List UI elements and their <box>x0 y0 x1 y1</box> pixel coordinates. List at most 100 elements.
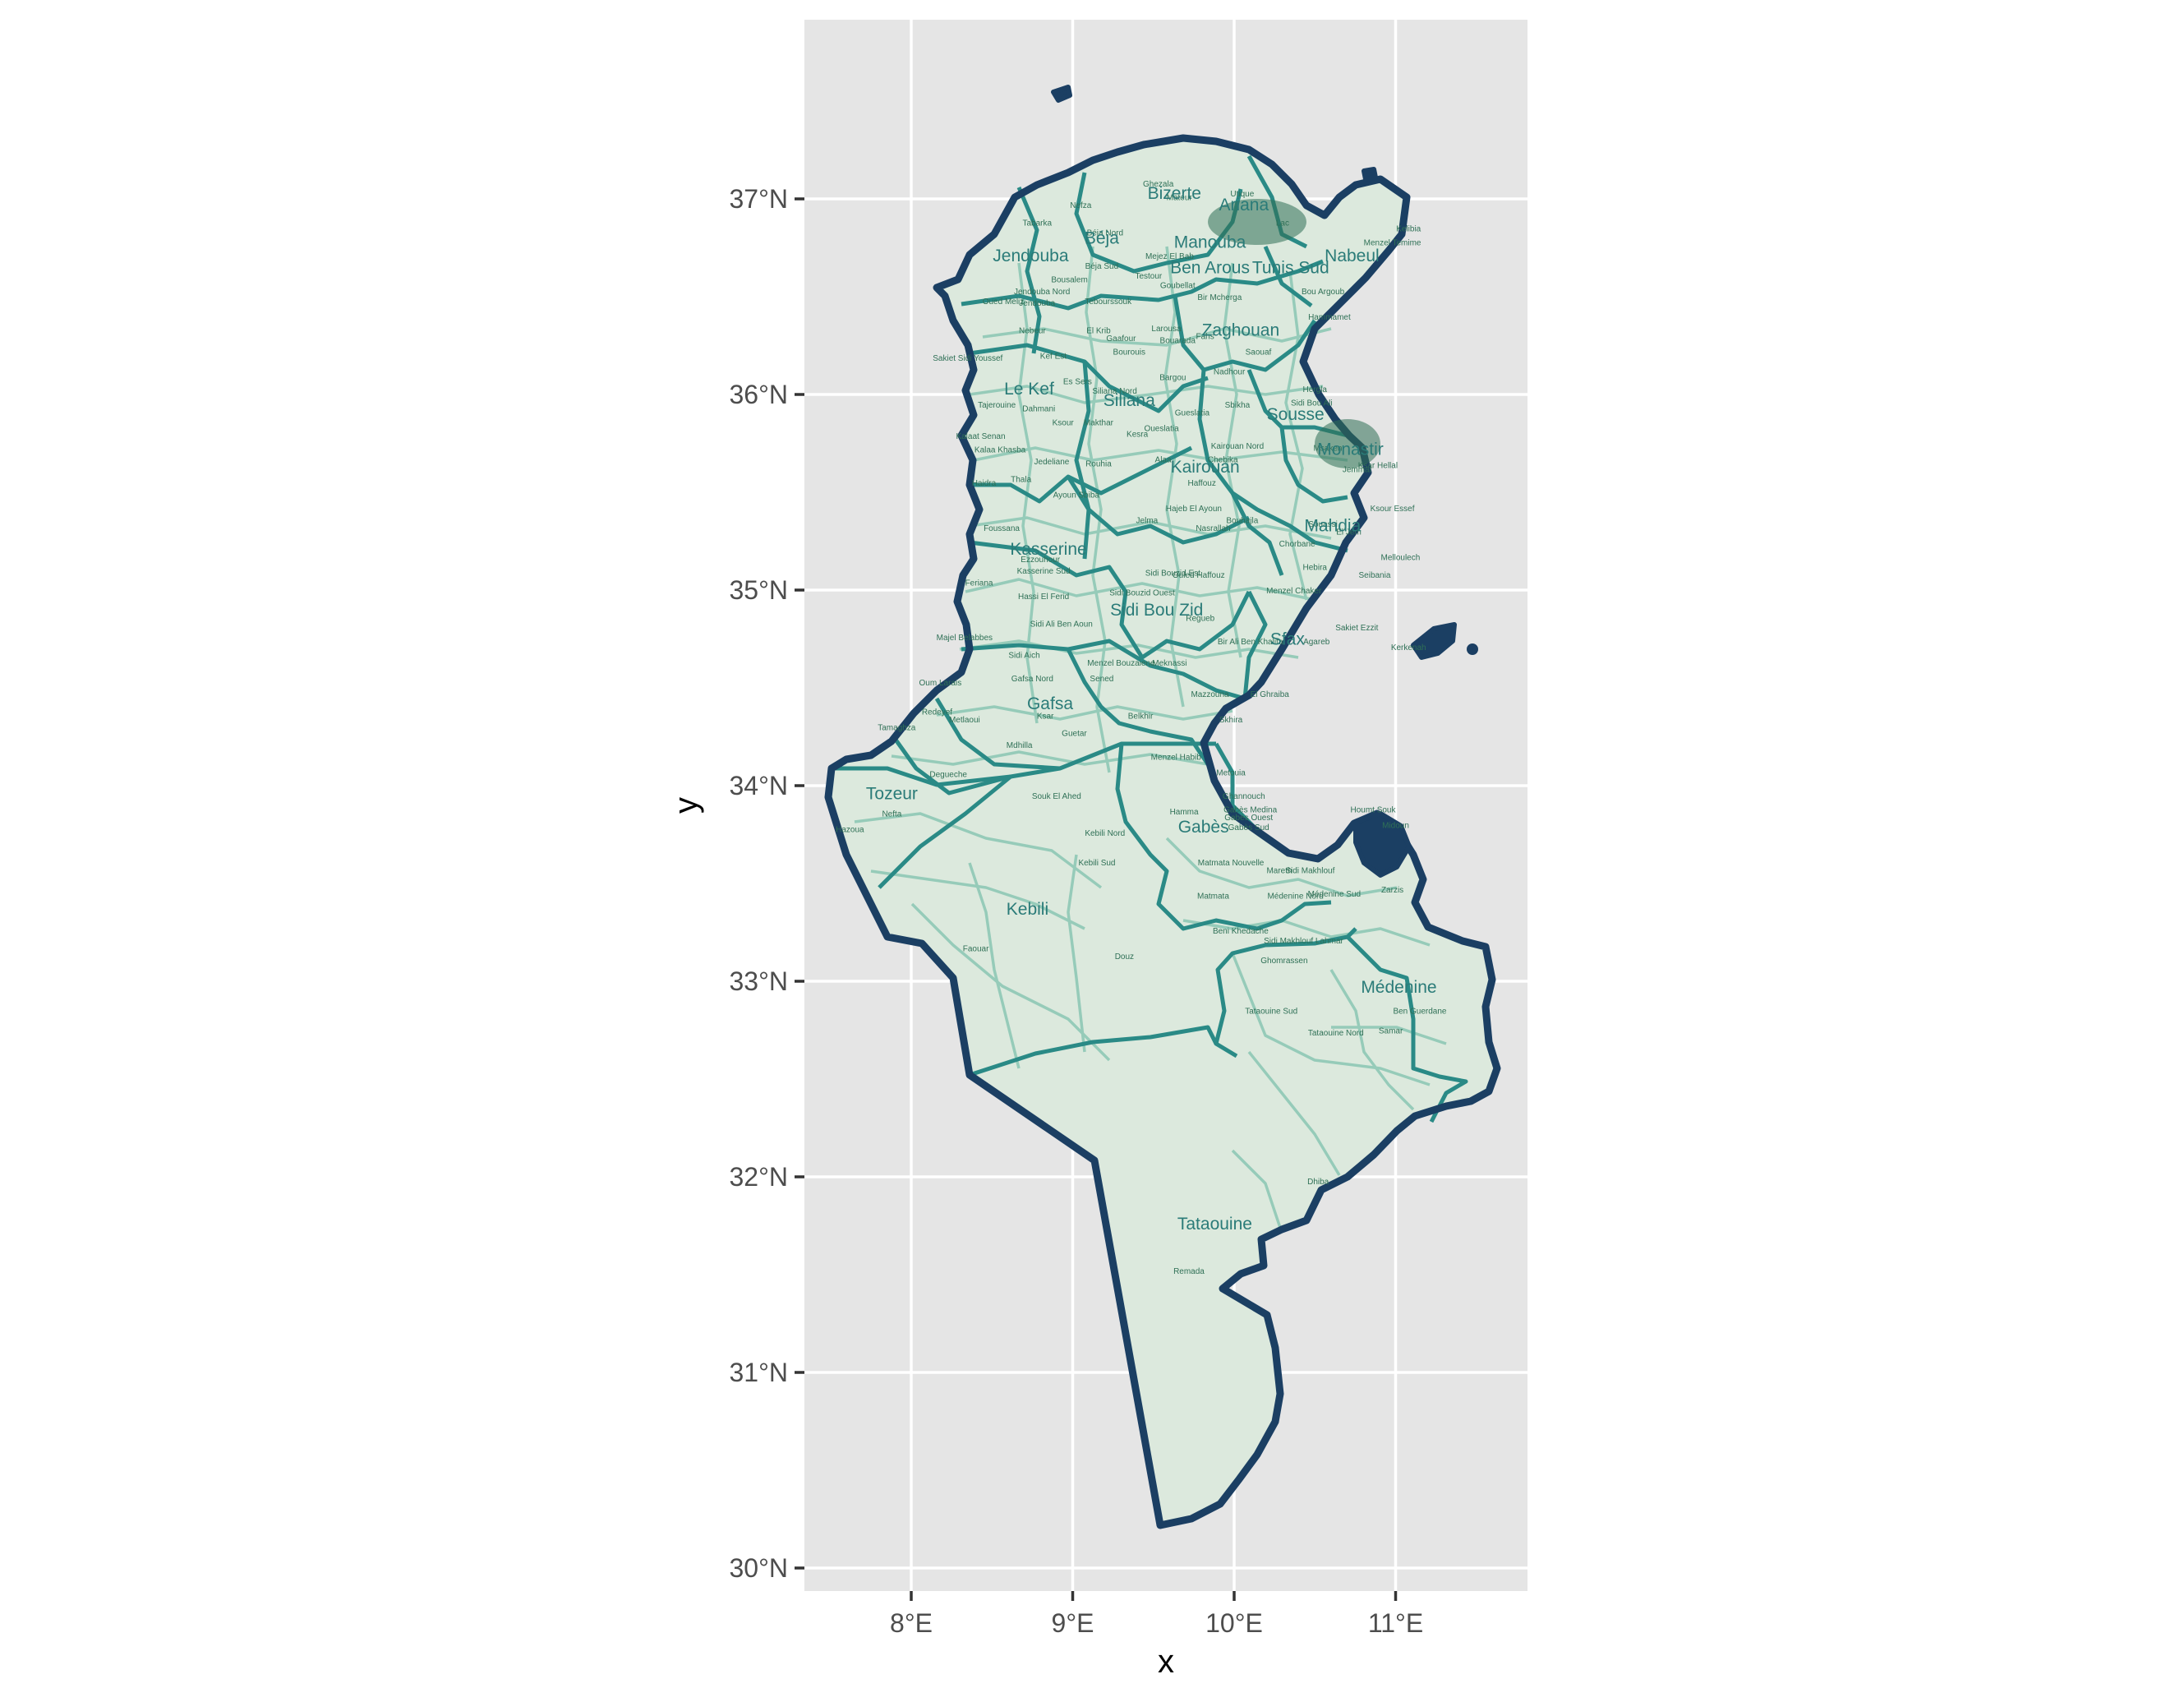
delegation-label: Matmata Nouvelle <box>1198 859 1265 868</box>
delegation-label: Douz <box>1115 952 1134 962</box>
governorate-label: Manouba <box>1174 233 1246 251</box>
delegation-label: Ezzouhour <box>1021 556 1060 565</box>
delegation-label: Béja Sud <box>1085 262 1119 271</box>
delegation-label: Foussana <box>984 524 1020 533</box>
governorate-label: Kasserine <box>1010 540 1086 559</box>
delegation-label: Utique <box>1230 190 1254 199</box>
delegation-label: Dahmani <box>1022 405 1055 414</box>
delegation-label: Souassi <box>1308 520 1338 529</box>
tunisia-border <box>824 134 1501 1529</box>
delegation-label: Larousa <box>1151 325 1182 334</box>
delegation-label: Ouled Haffouz <box>1173 571 1225 580</box>
delegation-label: Nadhour <box>1214 367 1246 376</box>
delegation-label: Zarzis <box>1381 886 1403 895</box>
delegation-label: Regueb <box>1186 614 1214 623</box>
delegation-label: Kebili Nord <box>1085 829 1125 838</box>
delegation-label: Nefza <box>1070 201 1092 210</box>
delegation-label: Ghannouch <box>1223 792 1265 801</box>
x-tick-label: 11°E <box>1368 1608 1423 1638</box>
delegation-label: Tamaghza <box>878 724 916 733</box>
delegation-label: Hammamet <box>1308 313 1351 322</box>
delegation-label: Nefta <box>882 809 901 819</box>
delegation-label: Faouar <box>963 945 989 954</box>
delegation-label: Gabès Sud <box>1228 823 1269 832</box>
delegation-label: Ksour Essef <box>1371 505 1415 514</box>
delegation-label: Msaken <box>1313 444 1342 453</box>
y-tick-label: 30°N <box>730 1553 789 1583</box>
y-tick-label: 35°N <box>730 575 789 605</box>
delegation-label: Kerkenah <box>1391 643 1426 653</box>
tunis-label-cluster <box>1208 199 1380 468</box>
y-tick-label: 31°N <box>730 1358 789 1387</box>
governorate-label: Le Kef <box>1004 380 1054 399</box>
delegation-label: Béja Nord <box>1087 228 1123 238</box>
delegation-label: Bou Argoub <box>1302 288 1345 297</box>
delegation-label: Testour <box>1135 272 1162 281</box>
governorate-label: Béja <box>1085 229 1119 248</box>
delegation-label: Nasrallah <box>1196 524 1230 533</box>
delegation-label: Bargou <box>1159 374 1186 383</box>
governorate-label: Jendouba <box>993 247 1069 265</box>
delegation-label: Sakiet Ezzit <box>1335 624 1378 633</box>
delegation-label: Beni Khedache <box>1213 927 1269 936</box>
delegation-label: Sidi Makhlouf Lahmar <box>1264 937 1343 946</box>
delegation-label: Kairouan Nord <box>1211 442 1264 451</box>
delegation-label: Oueslatia <box>1144 424 1179 433</box>
delegation-label: Kebili Sud <box>1078 859 1115 868</box>
delegation-label: Sened <box>1090 675 1113 684</box>
delegation-label: Sbiba <box>1078 491 1099 500</box>
delegation-label: Ksour <box>1053 418 1075 427</box>
governorate-label: Ariana <box>1219 196 1269 214</box>
governorate-label: Bizerte <box>1148 184 1201 203</box>
kerkennah-islands <box>1411 622 1457 660</box>
delegation-label: Sidi Aich <box>1008 652 1039 661</box>
delegation-label: Melloulech <box>1380 554 1420 563</box>
galite-island <box>1051 85 1072 103</box>
y-axis: 30°N 31°N 32°N 33°N 34°N 35°N 36°N 37°N <box>730 184 804 1583</box>
delegation-label: Ksar Hellal <box>1358 462 1398 471</box>
delegation-label: Samar <box>1379 1027 1403 1036</box>
governorate-label: Sousse <box>1267 405 1325 424</box>
delegation-label: Kalaa Khasba <box>975 446 1026 455</box>
zembra-island <box>1362 167 1378 182</box>
delegation-label: Sidi Ali Ben Aoun <box>1030 620 1093 629</box>
delegation-label: Souk El Ahed <box>1032 792 1081 801</box>
delegation-label: Hassi El Ferid <box>1018 593 1069 602</box>
delegation-label: Jemmal <box>1343 465 1371 474</box>
delegation-label: Menzel Chaker <box>1266 587 1322 596</box>
delegation-label: Jendouba <box>1019 299 1055 308</box>
delegation-label: Matmata <box>1197 892 1229 901</box>
governorate-label: Tozeur <box>866 785 918 804</box>
delegation-label: Hergla <box>1303 385 1328 394</box>
delegation-label: Jendouba Nord <box>1014 288 1070 297</box>
governorate-label: Zaghouan <box>1202 321 1280 339</box>
delegation-label: Sidi Bouzid Ouest <box>1109 588 1175 597</box>
delegation-label: Remada <box>1173 1267 1205 1276</box>
delegation-label: Redeyef <box>922 708 952 717</box>
delegation-label: Bir Ali Ben Khalifa <box>1218 638 1283 647</box>
delegation-label: Kesra <box>1127 431 1149 440</box>
delegation-label: Majel Belabbes <box>937 634 993 643</box>
delegation-label: Oued Meliz <box>983 297 1025 307</box>
delegation-label: Goubellat <box>1160 282 1196 291</box>
delegation-label: Menzel Habib <box>1151 753 1202 762</box>
delegation-label: Mareth <box>1266 866 1292 875</box>
delegation-label: Alaa <box>1155 456 1172 465</box>
island-label: Houmt Souk <box>1350 806 1396 815</box>
governorate-label: Kebili <box>1007 900 1048 919</box>
kerkennah-islet <box>1467 643 1478 655</box>
delegation-label: Feriana <box>965 579 993 588</box>
x-axis-title: x <box>1158 1644 1174 1680</box>
delegation-label: Skhira <box>1219 716 1243 725</box>
delegation-label: Kelibia <box>1396 225 1421 234</box>
delegation-label: Es Sers <box>1063 377 1092 386</box>
delegation-label: Sidi Bou Ali <box>1291 399 1333 408</box>
delegation-label: Makthar <box>1084 418 1114 427</box>
governorate-label: Kairouan <box>1171 458 1240 477</box>
delegation-label: El Ghraiba <box>1251 690 1290 699</box>
delegation-label: Rouhia <box>1085 459 1112 468</box>
delegation-label: Metlaoui <box>949 716 980 725</box>
delegation-label: Jelma <box>1136 516 1159 525</box>
